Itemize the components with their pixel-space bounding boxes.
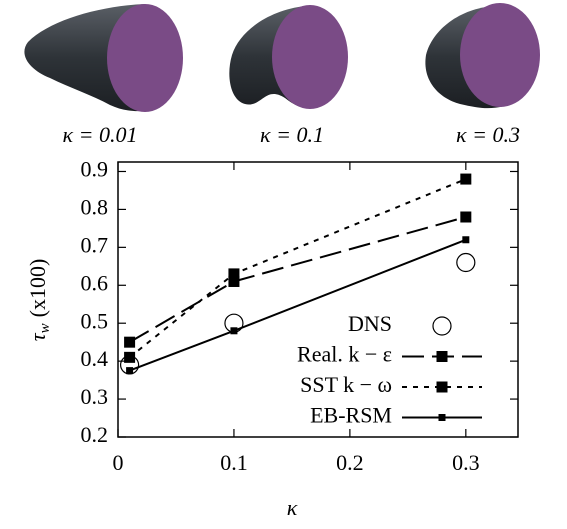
cross-section [272, 5, 348, 109]
y-tick-label: 0.2 [81, 422, 109, 447]
y-axis-label: τw (x100) [25, 259, 53, 342]
cross-section [107, 4, 183, 112]
y-label-unit: (x100) [25, 259, 50, 318]
plot-frame [117, 161, 519, 438]
marker [228, 275, 240, 287]
y-tick-label: 0.8 [81, 194, 109, 219]
panel-label: κ = 0.3 [456, 122, 520, 147]
cross-section [460, 3, 540, 107]
series-line [128, 178, 467, 359]
x-axis-label: κ [287, 495, 298, 520]
legend-label: SST k − ω [300, 372, 392, 397]
x-tick-label: 0.2 [336, 450, 364, 475]
marker [228, 268, 240, 280]
marker [456, 252, 476, 273]
panel-illustrations [24, 3, 540, 112]
legend-label: Real. k − ε [297, 342, 392, 367]
x-tick-label: 0.3 [452, 450, 480, 475]
marker [460, 211, 472, 223]
y-label-symbol: τ [25, 332, 50, 341]
y-tick-label: 0.6 [81, 270, 109, 295]
legend-marker [436, 351, 448, 362]
x-tick-label: 0 [113, 450, 124, 475]
y-tick-label: 0.3 [81, 384, 109, 409]
y-tick-label: 0.5 [81, 308, 109, 333]
marker [126, 367, 134, 375]
panel-label: κ = 0.1 [260, 122, 324, 147]
y-tick-label: 0.4 [81, 346, 109, 371]
marker [460, 173, 472, 185]
marker [462, 236, 470, 244]
marker [230, 327, 238, 335]
y-label-subscript: w [37, 323, 53, 333]
series-line [129, 216, 467, 344]
x-tick-label: 0.1 [220, 450, 248, 475]
legend-label: DNS [348, 311, 392, 336]
y-tick-label: 0.7 [81, 232, 109, 257]
legend-marker [438, 414, 446, 421]
marker [124, 336, 136, 348]
legend-marker [432, 316, 452, 336]
marker [124, 351, 136, 363]
legend-marker [436, 381, 448, 393]
panel-label: κ = 0.01 [63, 122, 138, 147]
y-tick-label: 0.9 [81, 157, 109, 182]
legend-label: EB-RSM [310, 403, 392, 428]
